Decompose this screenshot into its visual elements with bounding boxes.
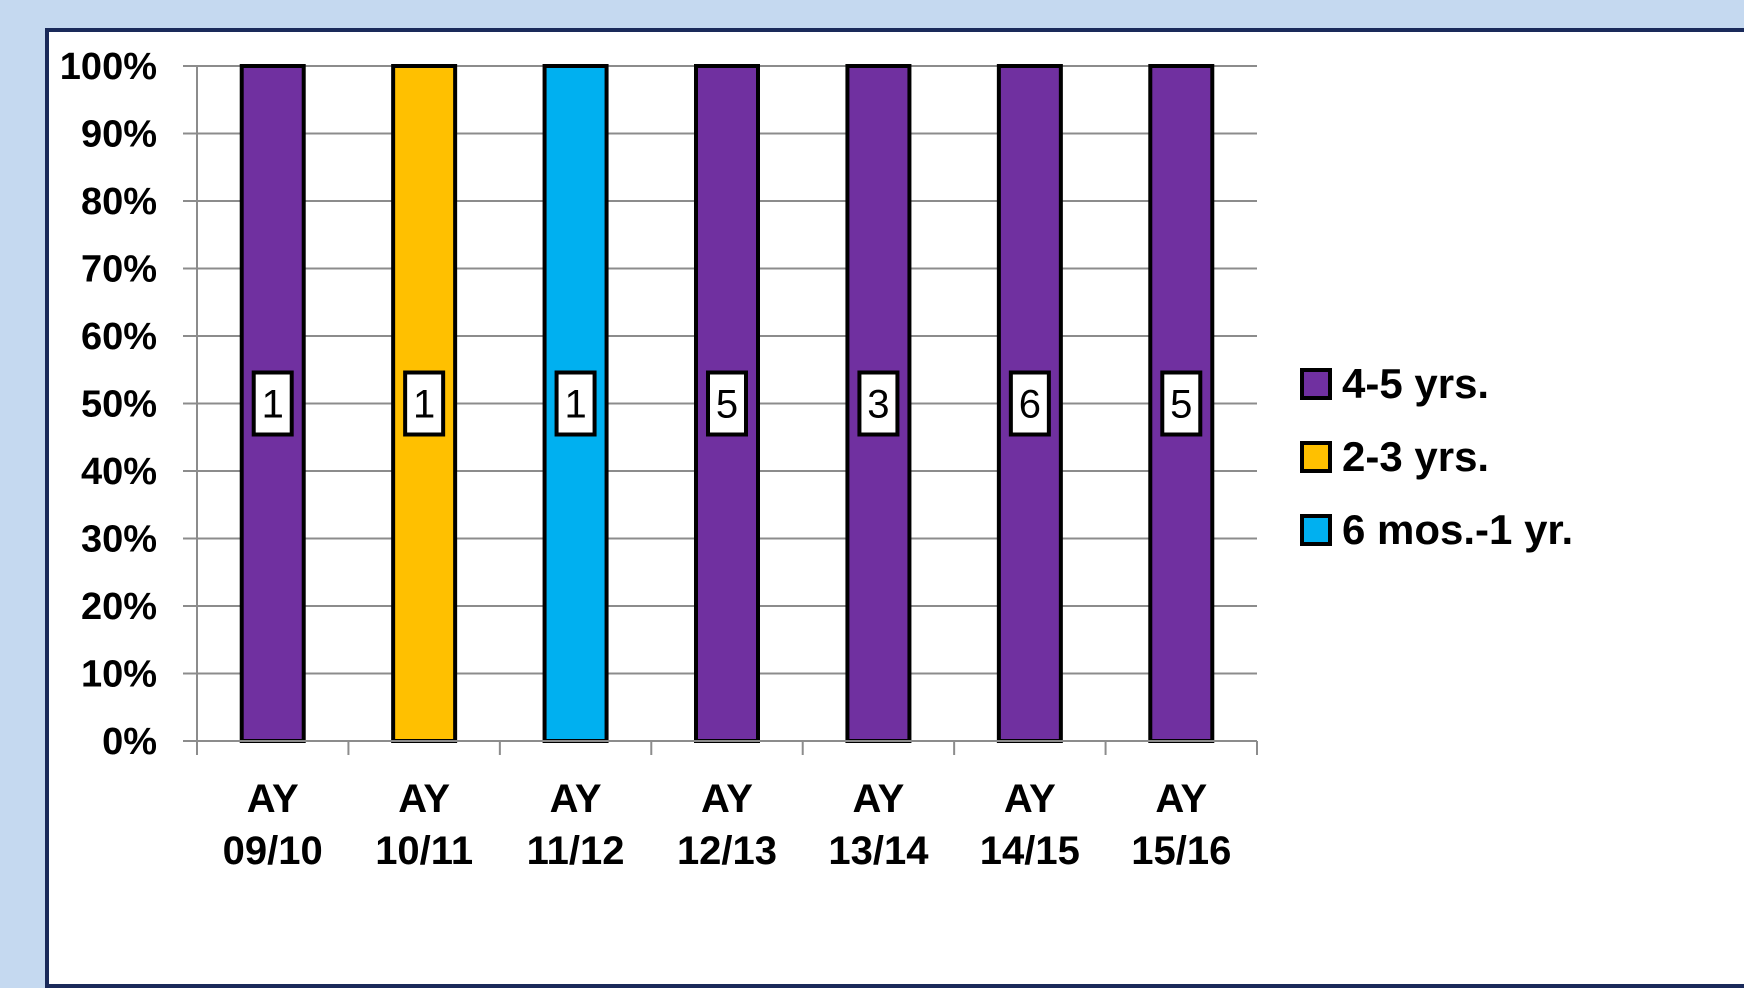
legend-swatch [1300, 514, 1332, 546]
legend-label: 2-3 yrs. [1342, 433, 1489, 480]
y-tick-label: 50% [81, 384, 157, 426]
data-label: 1 [262, 383, 284, 427]
y-tick-label: 30% [81, 519, 157, 561]
x-tick-label: 15/16 [1131, 829, 1231, 873]
x-tick-label: 13/14 [828, 829, 929, 873]
y-tick-label: 0% [102, 721, 157, 763]
x-tick-label: AY [852, 777, 904, 821]
stacked-bar-chart: 0% 10% 20% 30% 40% 50% 60% 70% 80% 90% 100% AY 09/10… [60, 46, 1573, 873]
y-tick-label: 40% [81, 451, 157, 493]
x-tick-label: 11/12 [527, 829, 625, 873]
legend: 4-5 yrs. 2-3 yrs. 6 mos.-1 yr. [1300, 360, 1573, 553]
y-tick-label: 100% [60, 46, 157, 88]
x-tick-label: 12/13 [677, 829, 777, 873]
legend-swatch [1300, 368, 1332, 400]
y-tick-label: 90% [81, 114, 157, 156]
x-tick-label: AY [701, 777, 753, 821]
data-label: 6 [1019, 383, 1041, 427]
y-tick-label: 20% [81, 586, 157, 628]
legend-label: 4-5 yrs. [1342, 360, 1489, 407]
data-label: 5 [716, 383, 738, 427]
x-tick-label: AY [247, 777, 299, 821]
legend-label: 6 mos.-1 yr. [1342, 506, 1573, 553]
x-tick-label: 09/10 [223, 829, 323, 873]
x-tick-label: AY [398, 777, 450, 821]
y-tick-label: 60% [81, 316, 157, 358]
data-label-box [251, 370, 294, 437]
data-label-box [554, 370, 597, 437]
legend-swatch [1300, 441, 1332, 473]
y-tick-label: 10% [81, 654, 157, 696]
data-label-box [1008, 370, 1051, 437]
data-label-box [403, 370, 446, 437]
data-label: 5 [1170, 383, 1192, 427]
data-labels: 1 1 1 5 3 6 5 [251, 370, 1203, 437]
y-tick-label: 80% [81, 181, 157, 223]
data-label-box [1160, 370, 1203, 437]
data-label-box [857, 370, 900, 437]
x-tick-label: 14/15 [980, 829, 1080, 873]
data-label-box [706, 370, 748, 437]
data-label: 1 [564, 383, 586, 427]
x-tick-label: AY [550, 777, 602, 821]
axes: 0% 10% 20% 30% 40% 50% 60% 70% 80% 90% 100% AY 09/10… [60, 46, 1258, 873]
y-tick-label: 70% [81, 249, 157, 291]
x-tick-label: AY [1155, 777, 1207, 821]
data-label: 3 [867, 383, 889, 427]
x-tick-label: 10/11 [375, 829, 473, 873]
data-label: 1 [413, 383, 435, 427]
x-tick-label: AY [1004, 777, 1056, 821]
